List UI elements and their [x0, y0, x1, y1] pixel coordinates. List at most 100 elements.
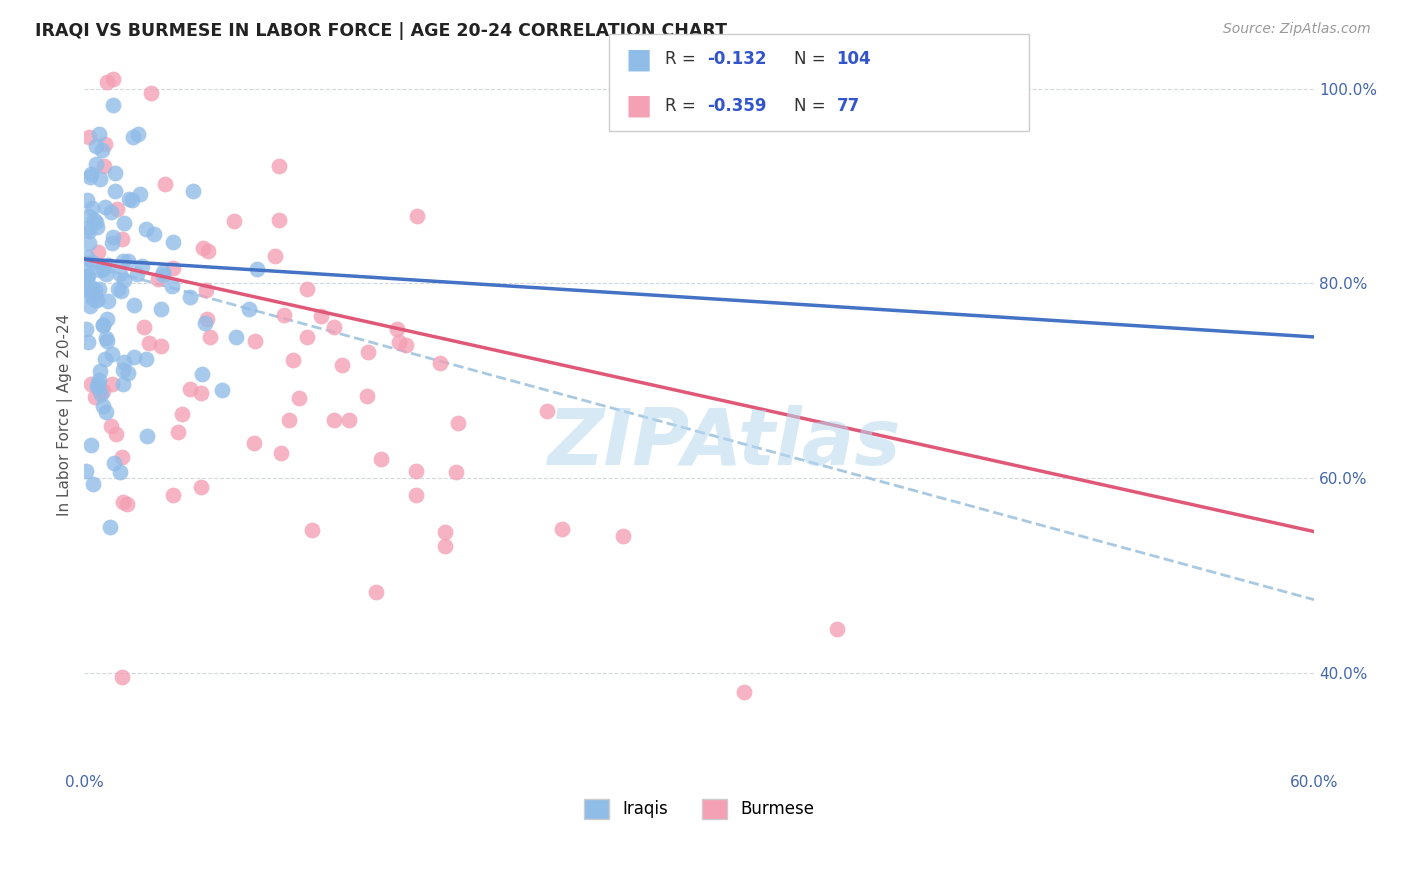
- Point: [112, 217, 135, 231]
- Point: [80, 279, 103, 293]
- Point: [273, 308, 295, 322]
- Point: [122, 130, 145, 145]
- Point: [295, 330, 318, 344]
- Point: [309, 310, 332, 324]
- Point: [160, 278, 183, 293]
- Point: [200, 330, 222, 344]
- Point: [112, 273, 135, 287]
- Text: ■: ■: [626, 45, 652, 73]
- Point: [127, 267, 149, 281]
- Point: [98, 520, 121, 534]
- Point: [339, 413, 361, 427]
- Point: [117, 192, 139, 206]
- Point: [190, 386, 212, 401]
- Point: [224, 214, 246, 228]
- Point: [97, 258, 120, 272]
- Point: [84, 138, 107, 153]
- Point: [364, 585, 387, 599]
- Point: [136, 428, 159, 442]
- Point: [107, 282, 129, 296]
- Point: [194, 283, 217, 297]
- Point: [97, 293, 120, 308]
- Point: [93, 159, 115, 173]
- Point: [80, 376, 103, 391]
- Text: ZIPAtlas: ZIPAtlas: [547, 405, 900, 481]
- Point: [211, 383, 233, 397]
- Point: [111, 376, 134, 391]
- Point: [122, 351, 145, 365]
- Point: [135, 351, 157, 366]
- Point: [406, 209, 429, 223]
- Point: [270, 446, 292, 460]
- Point: [89, 172, 111, 186]
- Point: [132, 320, 155, 334]
- Point: [94, 267, 117, 281]
- Point: [91, 384, 114, 399]
- Point: [108, 465, 131, 479]
- Point: [76, 250, 98, 264]
- Point: [323, 413, 346, 427]
- Point: [87, 380, 110, 394]
- Point: [111, 254, 134, 268]
- Point: [152, 265, 174, 279]
- Point: [100, 204, 122, 219]
- Point: [269, 213, 291, 227]
- Point: [434, 524, 457, 539]
- Point: [96, 330, 118, 344]
- Point: [108, 267, 131, 281]
- Point: [80, 202, 103, 216]
- Point: [80, 286, 103, 301]
- Point: [110, 284, 132, 298]
- Point: [388, 335, 411, 350]
- Point: [86, 244, 108, 259]
- Point: [243, 435, 266, 450]
- Point: [153, 177, 176, 191]
- Point: [288, 392, 311, 406]
- Point: [93, 352, 115, 367]
- Point: [87, 282, 110, 296]
- Text: -0.132: -0.132: [707, 50, 766, 68]
- Point: [142, 227, 165, 241]
- Point: [395, 337, 418, 351]
- Point: [84, 215, 107, 229]
- Point: [191, 367, 214, 381]
- Point: [129, 187, 152, 202]
- Point: [84, 283, 107, 297]
- Point: [101, 72, 124, 87]
- Point: [243, 334, 266, 348]
- Point: [94, 201, 117, 215]
- Point: [162, 261, 184, 276]
- Point: [103, 230, 125, 244]
- Point: [121, 193, 143, 207]
- Point: [101, 346, 124, 360]
- Point: [101, 377, 124, 392]
- Point: [278, 413, 301, 427]
- Point: [447, 416, 470, 430]
- Point: [405, 488, 427, 502]
- Point: [191, 241, 214, 255]
- Point: [79, 299, 101, 313]
- Point: [96, 334, 118, 348]
- Point: [103, 456, 125, 470]
- Point: [297, 282, 319, 296]
- Point: [79, 167, 101, 181]
- Point: [104, 184, 127, 198]
- Point: [370, 452, 392, 467]
- Point: [96, 75, 118, 89]
- Point: [111, 670, 134, 684]
- Point: [152, 268, 174, 282]
- Point: [114, 355, 136, 369]
- Point: [83, 212, 105, 227]
- Point: [733, 685, 755, 699]
- Point: [79, 282, 101, 296]
- Point: [281, 353, 304, 368]
- Point: [195, 312, 218, 326]
- Point: [86, 219, 108, 234]
- Point: [89, 364, 111, 378]
- Y-axis label: In Labor Force | Age 20-24: In Labor Force | Age 20-24: [58, 314, 73, 516]
- Point: [551, 522, 574, 536]
- Point: [111, 450, 134, 464]
- Point: [263, 249, 285, 263]
- Point: [76, 334, 98, 349]
- Text: Source: ZipAtlas.com: Source: ZipAtlas.com: [1223, 22, 1371, 37]
